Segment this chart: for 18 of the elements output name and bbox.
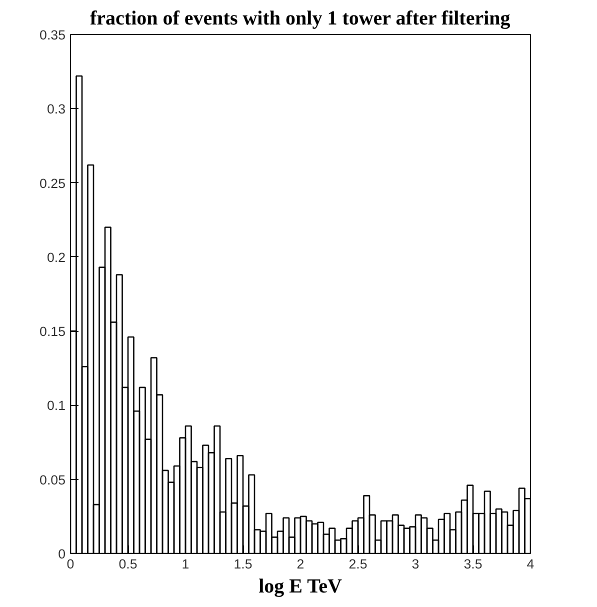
- y-tick-label: 0.2: [46, 250, 66, 265]
- x-tick-label: 1.5: [234, 556, 252, 572]
- x-tick-label: 2: [296, 556, 304, 572]
- x-tick-label: 1: [182, 556, 190, 572]
- x-axis-title: log E TeV: [258, 576, 343, 598]
- x-tick-label: 3.5: [464, 556, 482, 572]
- y-tick-label: 0.3: [46, 102, 66, 117]
- y-tick-label: 0: [58, 546, 66, 562]
- y-tick-label: 0.15: [40, 324, 66, 340]
- x-tick-label: 0.5: [118, 556, 138, 572]
- y-tick-label: 0.25: [40, 176, 66, 191]
- y-tick-label: 0.05: [40, 472, 66, 488]
- x-tick-label: 4: [526, 556, 535, 572]
- x-tick-label: 2.5: [348, 556, 368, 572]
- x-tick-label: 3: [412, 556, 420, 572]
- y-tick-label: 0.1: [46, 398, 66, 414]
- chart-title: fraction of events with only 1 tower after filtering: [90, 8, 510, 30]
- y-tick-label: 0.35: [40, 28, 66, 42]
